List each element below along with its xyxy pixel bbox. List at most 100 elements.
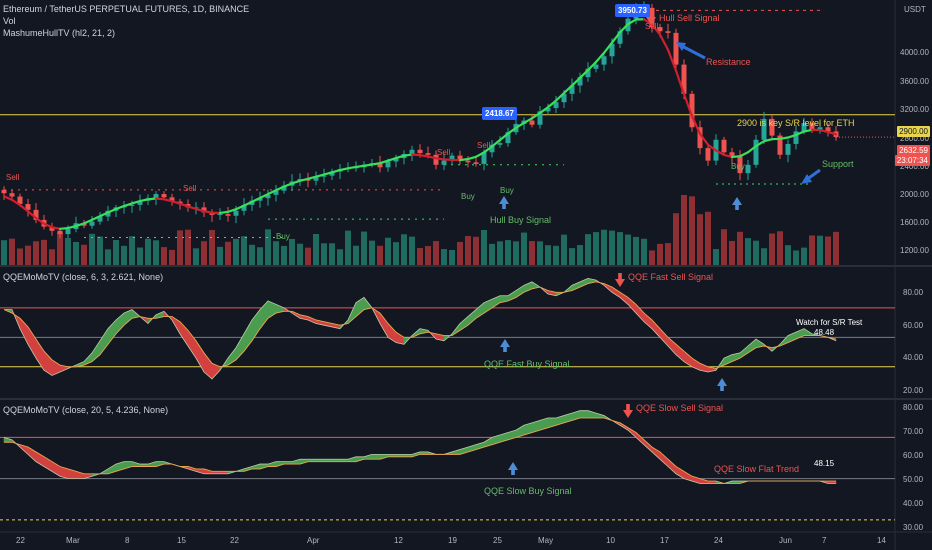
volume-bar [761, 248, 767, 265]
qqe-fast-buy-label: QQE Fast Buy Signal [484, 359, 570, 369]
volume-bar [177, 230, 183, 265]
time-tick: Jun [779, 536, 792, 545]
volume-bar [721, 229, 727, 265]
volume-bar [793, 250, 799, 265]
candle-body [129, 204, 135, 206]
qqe-slow-legend[interactable]: QQEMoMoTV (close, 20, 5, 4.236, None) [3, 405, 169, 415]
time-tick: 12 [394, 536, 403, 545]
volume-bar [273, 241, 279, 265]
qqe-slow-flat-label: QQE Slow Flat Trend [714, 464, 800, 474]
volume-bar [313, 233, 319, 265]
volume-bar [81, 244, 87, 265]
candle-body [49, 226, 55, 231]
price-low-tag: 2418.67 [482, 107, 517, 120]
hull-sell-label: Hull Sell Signal [659, 13, 720, 23]
candle-body [753, 139, 759, 165]
qqe-fast-sell-arrow [615, 279, 625, 287]
hull-ma-segment [354, 164, 366, 169]
volume-bar [625, 234, 631, 265]
hull-ma-segment [682, 92, 694, 118]
hull-legend[interactable]: MashumeHullTV (hl2, 21, 2) [3, 28, 116, 38]
hull-ma-segment [250, 196, 262, 203]
volume-bar [1, 240, 7, 265]
key-level-tag: 2900.00 [897, 126, 930, 137]
candle-body [169, 197, 175, 202]
hull-ma-segment [370, 162, 382, 166]
hull-ma-segment [298, 177, 310, 182]
candle-body [529, 120, 535, 125]
volume-bar [233, 238, 239, 265]
hull-sell-arrow [649, 11, 653, 18]
candle-body [377, 163, 383, 168]
hull-ma-segment [138, 198, 150, 203]
qqe-fast-buy-arrow [500, 339, 510, 347]
time-tick: 24 [714, 536, 723, 545]
hull-ma-segment [674, 69, 686, 96]
qqe-fast-legend[interactable]: QQEMoMoTV (close, 6, 3, 2.621, None) [3, 272, 164, 282]
volume-bar [689, 196, 695, 265]
volume-bar [409, 236, 415, 265]
hull-ma-segment [322, 171, 334, 176]
hull-ma-segment [610, 31, 622, 44]
volume-bar [241, 236, 247, 265]
qqe-fill-segment [667, 336, 677, 356]
candle-body [545, 108, 551, 112]
hull-ma-segment [314, 173, 326, 178]
candle-body [409, 149, 415, 154]
hull-ma-segment [594, 51, 606, 64]
volume-bar [825, 236, 831, 265]
hull-ma-segment [418, 154, 430, 158]
candle-body [385, 161, 391, 168]
sell-marker-label: Sell [645, 22, 659, 31]
qqe-fill-segment [643, 312, 653, 330]
hull-buy-label: Hull Buy Signal [490, 215, 552, 225]
candle-body [265, 194, 271, 199]
volume-bar [745, 238, 751, 265]
hull-ma-segment [690, 115, 702, 135]
volume-bar [553, 245, 559, 265]
hull-ma-segment [2, 195, 14, 201]
hull-sell-arrow [646, 17, 656, 25]
volume-bar [561, 234, 567, 265]
volume-bar [281, 245, 287, 265]
hull-ma-segment [130, 199, 142, 205]
hull-ma-segment [538, 106, 550, 115]
candle-body [721, 139, 727, 153]
hull-ma-segment [498, 132, 510, 142]
hull-ma-segment [402, 153, 414, 157]
candle-body [425, 153, 431, 155]
qqe-fast-tick: 40.00 [903, 353, 924, 362]
time-tick: 14 [877, 536, 886, 545]
time-tick: 19 [448, 536, 457, 545]
qqe-fill-segment [123, 309, 133, 326]
volume-bar [737, 231, 743, 265]
volume-bar [353, 245, 359, 265]
hull-ma-segment [218, 210, 230, 215]
volume-bar [521, 232, 527, 265]
qqe-slow-tick: 70.00 [903, 427, 924, 436]
volume-bar [209, 229, 215, 265]
hull-ma-segment [618, 23, 630, 34]
volume-bar [465, 236, 471, 265]
candle-body [217, 214, 223, 216]
hull-ma-segment [626, 18, 638, 26]
symbol-title[interactable]: Ethereum / TetherUS PERPETUAL FUTURES, 1… [3, 4, 250, 14]
volume-bar [169, 249, 175, 265]
hull-ma-segment [818, 128, 830, 134]
volume-legend[interactable]: Vol [3, 16, 16, 26]
hull-ma-segment [698, 132, 710, 146]
candle-body [9, 193, 15, 197]
candle-body [433, 154, 439, 165]
volume-bar [17, 248, 23, 265]
hull-ma-segment [426, 155, 438, 160]
hull-ma-segment [378, 159, 390, 165]
candle-body [505, 132, 511, 144]
hull-ma-segment [42, 222, 54, 229]
candle-body [809, 123, 815, 130]
hull-ma-segment [578, 68, 590, 80]
volume-bar [665, 243, 671, 265]
qqe-fill-segment [635, 303, 645, 323]
volume-bar [641, 238, 647, 265]
